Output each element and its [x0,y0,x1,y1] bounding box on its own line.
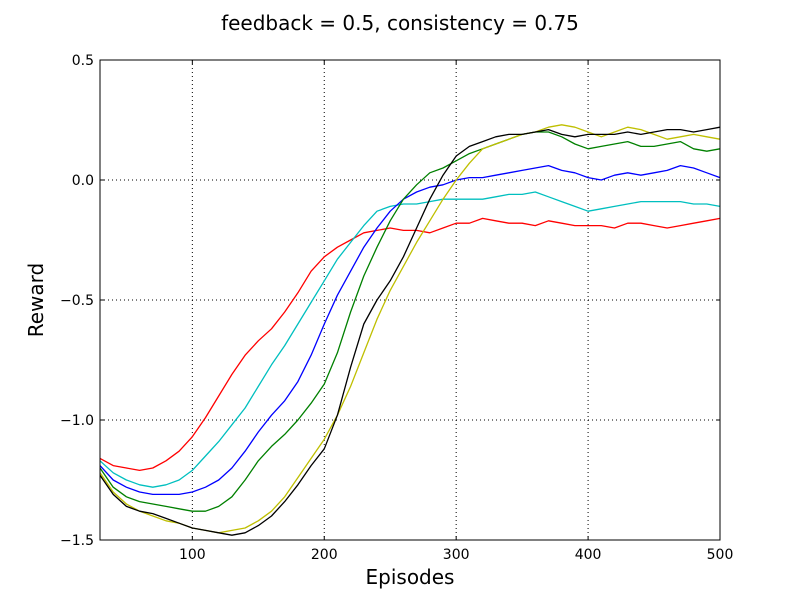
y-tick-label: −1.0 [60,413,94,429]
series-line-yellow [99,124,721,534]
series-line-blue [99,164,721,496]
series-group [99,124,721,536]
x-tick-label: 400 [575,547,602,563]
x-tick-label: 300 [443,547,470,563]
series-line-red [99,217,721,472]
ticks-group: 100 200 300 400 500 −1.5 −1.0 −0.5 0.0 0.5 [60,53,733,563]
series-line-cyan [99,191,721,488]
y-tick-label: −0.5 [60,293,94,309]
chart-title: feedback = 0.5, consistency = 0.75 [221,11,579,35]
y-tick-label: −1.5 [60,533,94,549]
y-tick-label: 0.0 [72,173,94,189]
series-line-black [99,126,721,536]
x-tick-label: 100 [179,547,206,563]
x-tick-label: 200 [311,547,338,563]
series-line-green [99,131,721,512]
x-axis-label: Episodes [366,565,455,589]
grid-lines [100,60,720,540]
y-tick-label: 0.5 [72,53,94,69]
y-axis-label: Reward [24,263,48,337]
x-tick-label: 500 [707,547,734,563]
